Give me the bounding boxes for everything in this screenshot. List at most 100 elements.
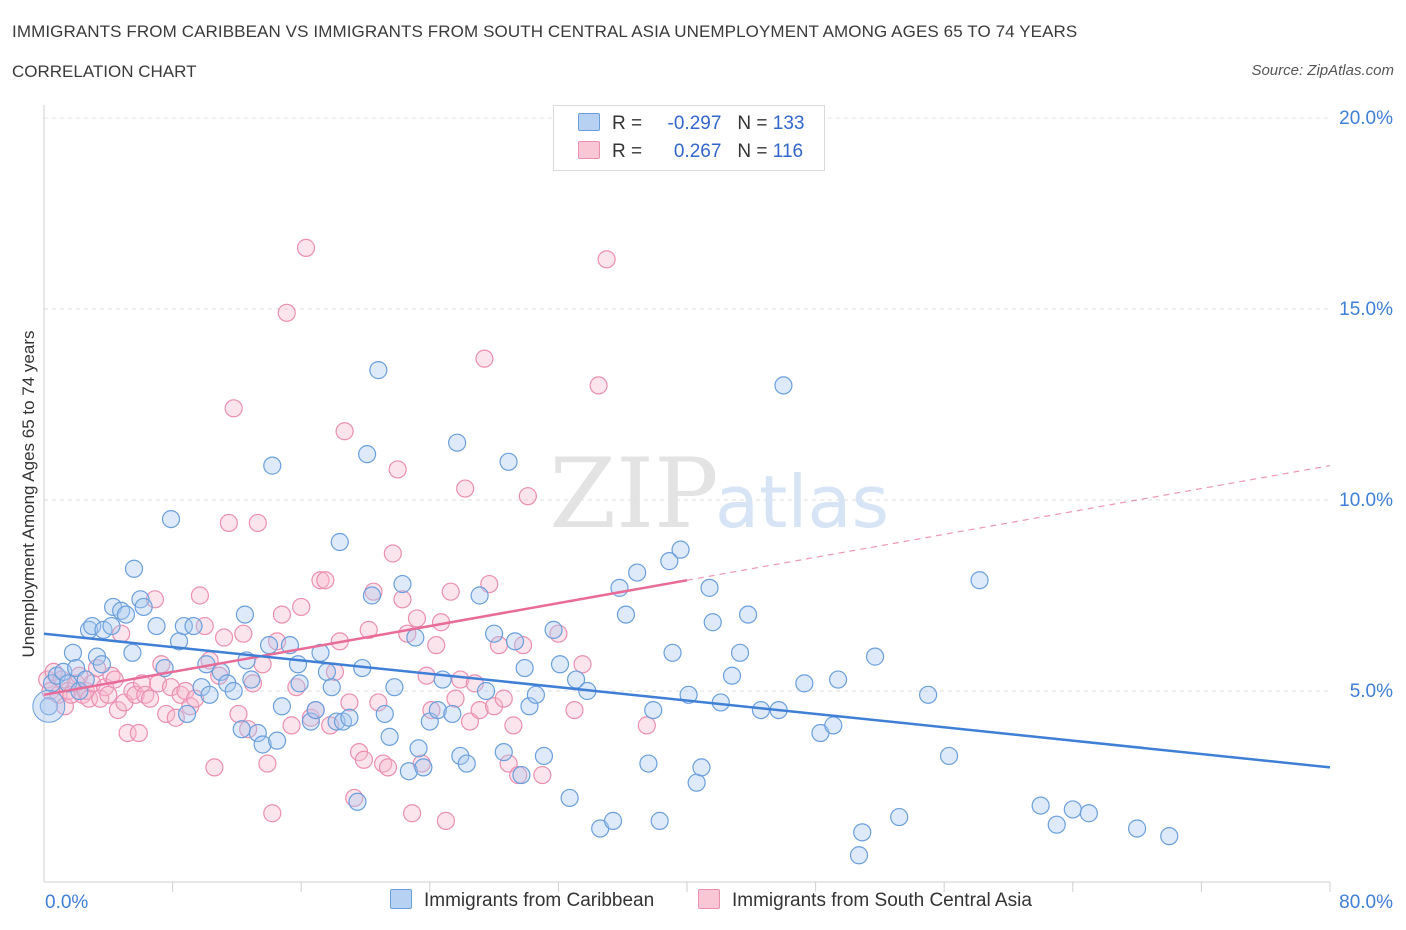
south-central-asia-point <box>292 597 311 617</box>
south-central-asia-point <box>277 303 296 322</box>
caribbean-point <box>722 666 742 685</box>
caribbean-point <box>1031 796 1050 815</box>
south-central-asia-point <box>470 700 489 720</box>
y-tick-label: 10.0% <box>1339 490 1393 511</box>
caribbean-point <box>544 620 563 639</box>
south-central-asia-point <box>166 708 185 727</box>
caribbean-point <box>550 655 570 674</box>
caribbean-point <box>259 636 279 655</box>
caribbean-point <box>939 746 959 766</box>
stats-row-caribbean: R = -0.297 N = 133 <box>578 113 804 139</box>
chart-subtitle: CORRELATION CHART <box>12 62 197 81</box>
south-central-asia-point <box>533 765 552 785</box>
caribbean-point <box>124 559 144 578</box>
south-central-asia-point <box>369 693 388 712</box>
caribbean-point <box>348 792 367 811</box>
south-central-asia-point <box>436 811 455 830</box>
caribbean-point <box>639 754 658 773</box>
stats-r-label: R = <box>612 113 643 134</box>
caribbean-point <box>663 643 682 662</box>
trend-caribbean <box>43 632 1331 769</box>
caribbean-point <box>428 700 447 720</box>
caribbean-point <box>1160 827 1179 846</box>
south-central-asia-point <box>446 689 465 708</box>
caribbean-point <box>443 704 462 724</box>
caribbean-point <box>520 697 539 716</box>
south-central-asia-point <box>565 700 584 720</box>
stats-n-value: 133 <box>772 113 805 134</box>
caribbean-point <box>409 739 428 758</box>
caribbean-point <box>457 754 476 773</box>
legend-item-caribbean[interactable]: Immigrants from Caribbean <box>390 889 654 912</box>
south-central-asia-point <box>214 628 234 647</box>
stats-n-label: N = <box>737 113 768 134</box>
caribbean-point <box>177 704 197 724</box>
south-central-asia-point <box>456 479 475 498</box>
y-tick-label: 15.0% <box>1339 299 1393 320</box>
south-central-asia-point <box>597 250 616 269</box>
caribbean-point <box>147 616 166 636</box>
caribbean-point <box>560 788 579 808</box>
caribbean-point <box>340 708 359 727</box>
source-label: Source: ZipAtlas.com <box>1251 62 1394 79</box>
south-central-asia-point <box>99 685 118 704</box>
caribbean-point <box>83 616 102 636</box>
south-central-asia-point <box>186 689 205 708</box>
caribbean-point <box>317 662 337 682</box>
caribbean-point <box>39 697 58 716</box>
south-central-asia-point <box>422 700 441 720</box>
caribbean-point <box>485 624 504 643</box>
south-central-asia-point <box>105 670 124 689</box>
south-central-asia-point <box>518 487 537 506</box>
south-central-asia-point <box>354 750 373 769</box>
trend-south-central-asia-extended <box>686 465 1331 581</box>
caribbean-point <box>393 574 412 594</box>
south-central-asia-point <box>272 605 292 624</box>
caribbean-point <box>451 746 470 766</box>
caribbean-point <box>92 655 111 674</box>
caribbean-point <box>849 846 869 865</box>
caribbean-point <box>494 743 513 762</box>
caribbean-point <box>700 578 719 597</box>
south-central-asia-point <box>140 689 160 708</box>
caribbean-point <box>512 765 531 785</box>
south-central-asia-point <box>190 586 210 605</box>
south-central-asia-point <box>441 582 460 601</box>
south-central-asia-point <box>219 513 238 533</box>
south-central-asia-point <box>335 422 354 441</box>
south-central-asia-point <box>258 754 277 773</box>
caribbean-point <box>301 712 320 731</box>
caribbean-point <box>738 605 758 624</box>
caribbean-point <box>890 807 909 827</box>
caribbean-point <box>774 376 793 395</box>
south-central-asia-point <box>417 666 436 685</box>
y-axis-label: Unemployment Among Ages 65 to 74 years <box>19 331 38 658</box>
caribbean-point <box>414 758 433 777</box>
caribbean-point <box>730 643 750 662</box>
caribbean-point <box>235 605 255 624</box>
stats-n-label: N = <box>737 141 768 162</box>
y-tick-label: 20.0% <box>1339 108 1393 129</box>
south-central-asia-point <box>407 609 427 628</box>
caribbean-point <box>499 452 518 471</box>
south-central-asia-point <box>248 513 267 533</box>
caribbean-point <box>116 605 136 624</box>
south-central-asia-point <box>229 704 248 724</box>
caribbean-point <box>919 685 938 704</box>
caribbean-point <box>267 731 287 750</box>
caribbean-point <box>375 704 394 724</box>
south-central-asia-point <box>589 376 608 395</box>
stats-swatch-caribbean <box>578 113 600 131</box>
caribbean-point <box>232 720 251 739</box>
caribbean-point <box>362 586 382 605</box>
caribbean-point <box>853 823 872 842</box>
caribbean-point <box>200 685 219 704</box>
caribbean-point <box>603 811 623 830</box>
legend-item-south-central-asia[interactable]: Immigrants from South Central Asia <box>698 889 1032 912</box>
caribbean-point <box>1079 804 1098 823</box>
south-central-asia-point <box>234 624 253 643</box>
caribbean-point <box>795 674 814 693</box>
caribbean-point <box>358 445 377 464</box>
south-central-asia-point <box>296 238 316 257</box>
south-central-asia-point <box>494 689 513 708</box>
